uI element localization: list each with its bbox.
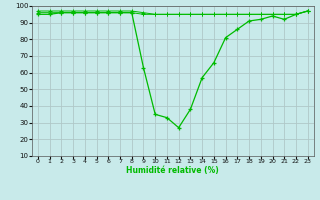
X-axis label: Humidité relative (%): Humidité relative (%)	[126, 166, 219, 175]
